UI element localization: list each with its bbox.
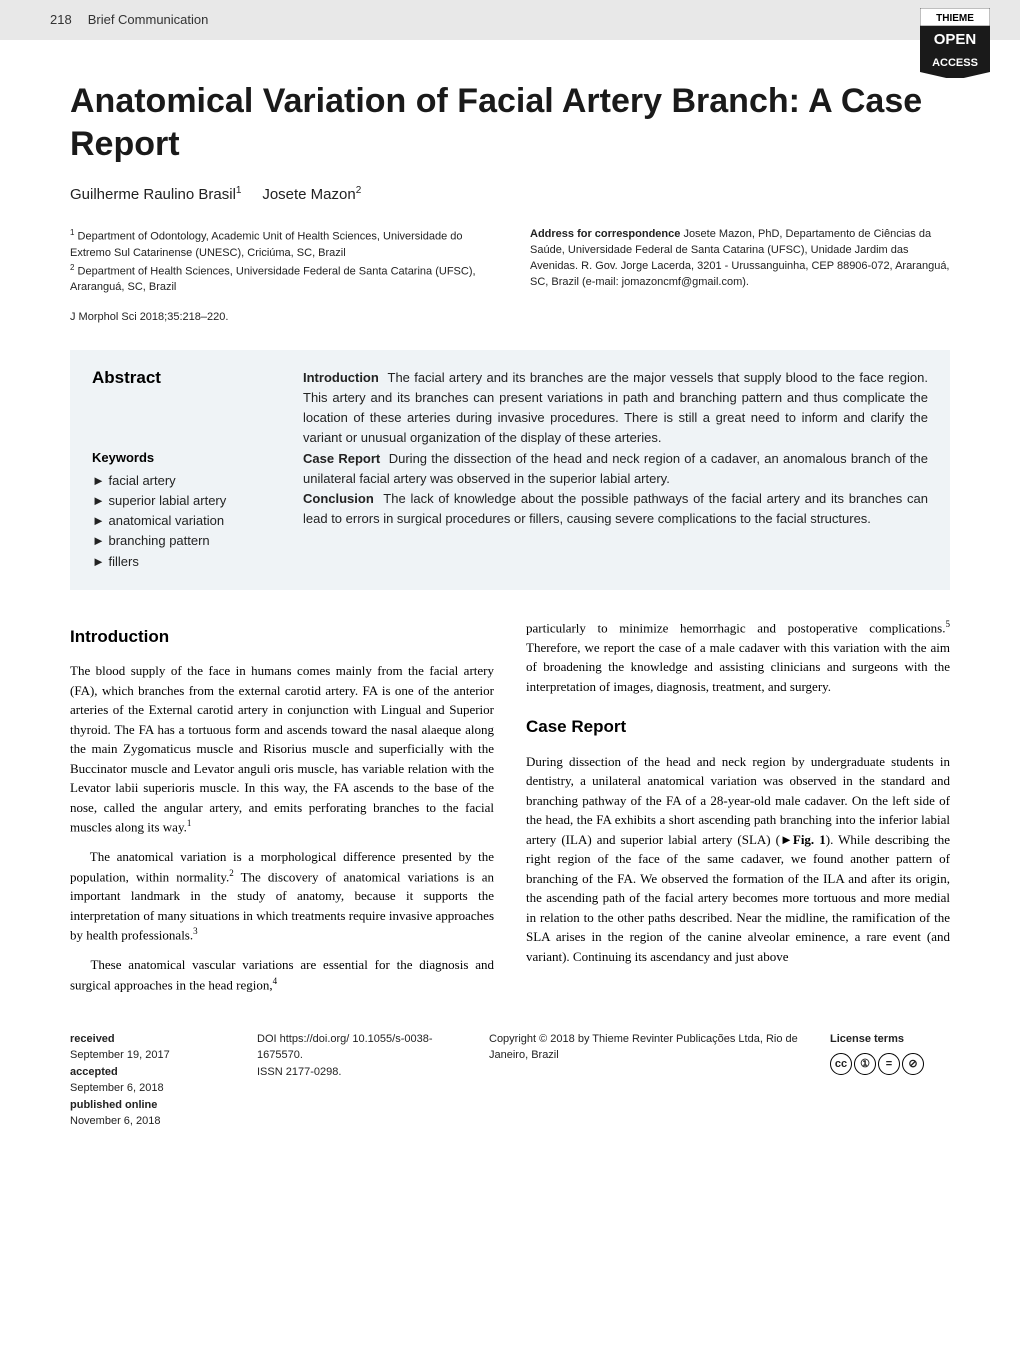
issn-value: 2177-0298. (286, 1066, 342, 1078)
keywords-heading: Keywords (92, 450, 277, 465)
accepted-label: accepted (70, 1064, 225, 1081)
authors-line: Guilherme Raulino Brasil1 Josete Mazon2 (70, 185, 950, 203)
svg-text:ACCESS: ACCESS (932, 57, 978, 69)
correspondence-column: Address for correspondence Josete Mazon,… (530, 227, 950, 344)
intro-paragraph-1: The blood supply of the face in humans c… (70, 661, 494, 837)
body-left-column: Introduction The blood supply of the fac… (70, 618, 494, 1005)
abstract-case-label: Case Report (303, 451, 380, 466)
nd-icon: ⊘ (902, 1053, 924, 1075)
published-label: published online (70, 1097, 225, 1114)
article-content: Anatomical Variation of Facial Artery Br… (0, 40, 1020, 1160)
affiliations-row: 1 Department of Odontology, Academic Uni… (70, 227, 950, 344)
issn-label: ISSN (257, 1066, 283, 1078)
thieme-open-access-logo: THIEME OPEN ACCESS ACCESS (920, 8, 990, 78)
ref-5: 5 (946, 619, 951, 629)
doi-column: DOI https://doi.org/ 10.1055/s-0038-1675… (257, 1031, 457, 1130)
case-paragraph-1: During dissection of the head and neck r… (526, 752, 950, 967)
doi-value: https://doi.org/ 10.1055/s-0038-1675570. (257, 1033, 433, 1062)
keyword-item: branching pattern (92, 531, 277, 551)
col2-paragraph-1: particularly to minimize hemorrhagic and… (526, 618, 950, 696)
abstract-case-text: During the dissection of the head and ne… (303, 451, 928, 486)
published-date: November 6, 2018 (70, 1115, 161, 1127)
copyright-column: Copyright © 2018 by Thieme Revinter Publ… (489, 1031, 798, 1130)
dates-column: received September 19, 2017 accepted Sep… (70, 1031, 225, 1130)
author-1: Guilherme Raulino Brasil (70, 186, 236, 203)
journal-citation: J Morphol Sci 2018;35:218–220. (70, 310, 490, 326)
header-left: 218 Brief Communication (50, 11, 208, 29)
author-2: Josete Mazon (262, 186, 355, 203)
ref-3: 3 (193, 926, 198, 936)
received-label: received (70, 1031, 225, 1048)
abstract-intro-label: Introduction (303, 370, 379, 385)
cc-license-icons: cc ① = ⊘ (830, 1053, 950, 1075)
intro-paragraph-2: The anatomical variation is a morphologi… (70, 847, 494, 945)
body-right-column: particularly to minimize hemorrhagic and… (526, 618, 950, 1005)
ref-4: 4 (273, 976, 278, 986)
abstract-intro-text: The facial artery and its branches are t… (303, 370, 928, 445)
body-two-column: Introduction The blood supply of the fac… (70, 618, 950, 1005)
accepted-date: September 6, 2018 (70, 1082, 164, 1094)
abstract-concl-text: The lack of knowledge about the possible… (303, 491, 928, 526)
ref-1: 1 (187, 818, 192, 828)
abstract-concl-label: Conclusion (303, 491, 374, 506)
footer-block: received September 19, 2017 accepted Sep… (70, 1031, 950, 1130)
intro-paragraph-3: These anatomical vascular variations are… (70, 955, 494, 994)
author-2-affil: 2 (356, 185, 362, 196)
logo-top-text: THIEME (936, 13, 974, 24)
abstract-left-col: Abstract Keywords facial artery superior… (92, 368, 277, 572)
abstract-text: Introduction The facial artery and its b… (303, 368, 928, 572)
doi-label: DOI (257, 1033, 277, 1045)
article-title: Anatomical Variation of Facial Artery Br… (70, 80, 950, 165)
license-column: License terms cc ① = ⊘ (830, 1031, 950, 1130)
received-date: September 19, 2017 (70, 1049, 170, 1061)
affiliation-2: 2 Department of Health Sciences, Univers… (70, 262, 490, 297)
header-bar: 218 Brief Communication (0, 0, 1020, 40)
correspondence-label: Address for correspondence (530, 228, 680, 240)
affiliation-1: 1 Department of Odontology, Academic Uni… (70, 227, 490, 262)
keyword-item: facial artery (92, 471, 277, 491)
copyright-text: Copyright © 2018 by Thieme Revinter Publ… (489, 1033, 798, 1062)
by-icon: ① (854, 1053, 876, 1075)
keyword-item: superior labial artery (92, 491, 277, 511)
author-1-affil: 1 (236, 185, 242, 196)
case-report-heading: Case Report (526, 714, 950, 740)
keyword-item: anatomical variation (92, 511, 277, 531)
affiliations-column: 1 Department of Odontology, Academic Uni… (70, 227, 490, 344)
page-number: 218 (50, 12, 72, 27)
cc-icon: cc (830, 1053, 852, 1075)
abstract-heading: Abstract (92, 368, 277, 388)
license-label: License terms (830, 1031, 950, 1048)
introduction-heading: Introduction (70, 624, 494, 650)
logo-mid-text: OPEN (934, 31, 977, 48)
abstract-box: Abstract Keywords facial artery superior… (70, 350, 950, 590)
nc-icon: = (878, 1053, 900, 1075)
keyword-item: fillers (92, 552, 277, 572)
keywords-list: facial artery superior labial artery ana… (92, 471, 277, 572)
section-label: Brief Communication (88, 12, 209, 27)
figure-reference: ►Fig. 1 (780, 832, 826, 847)
